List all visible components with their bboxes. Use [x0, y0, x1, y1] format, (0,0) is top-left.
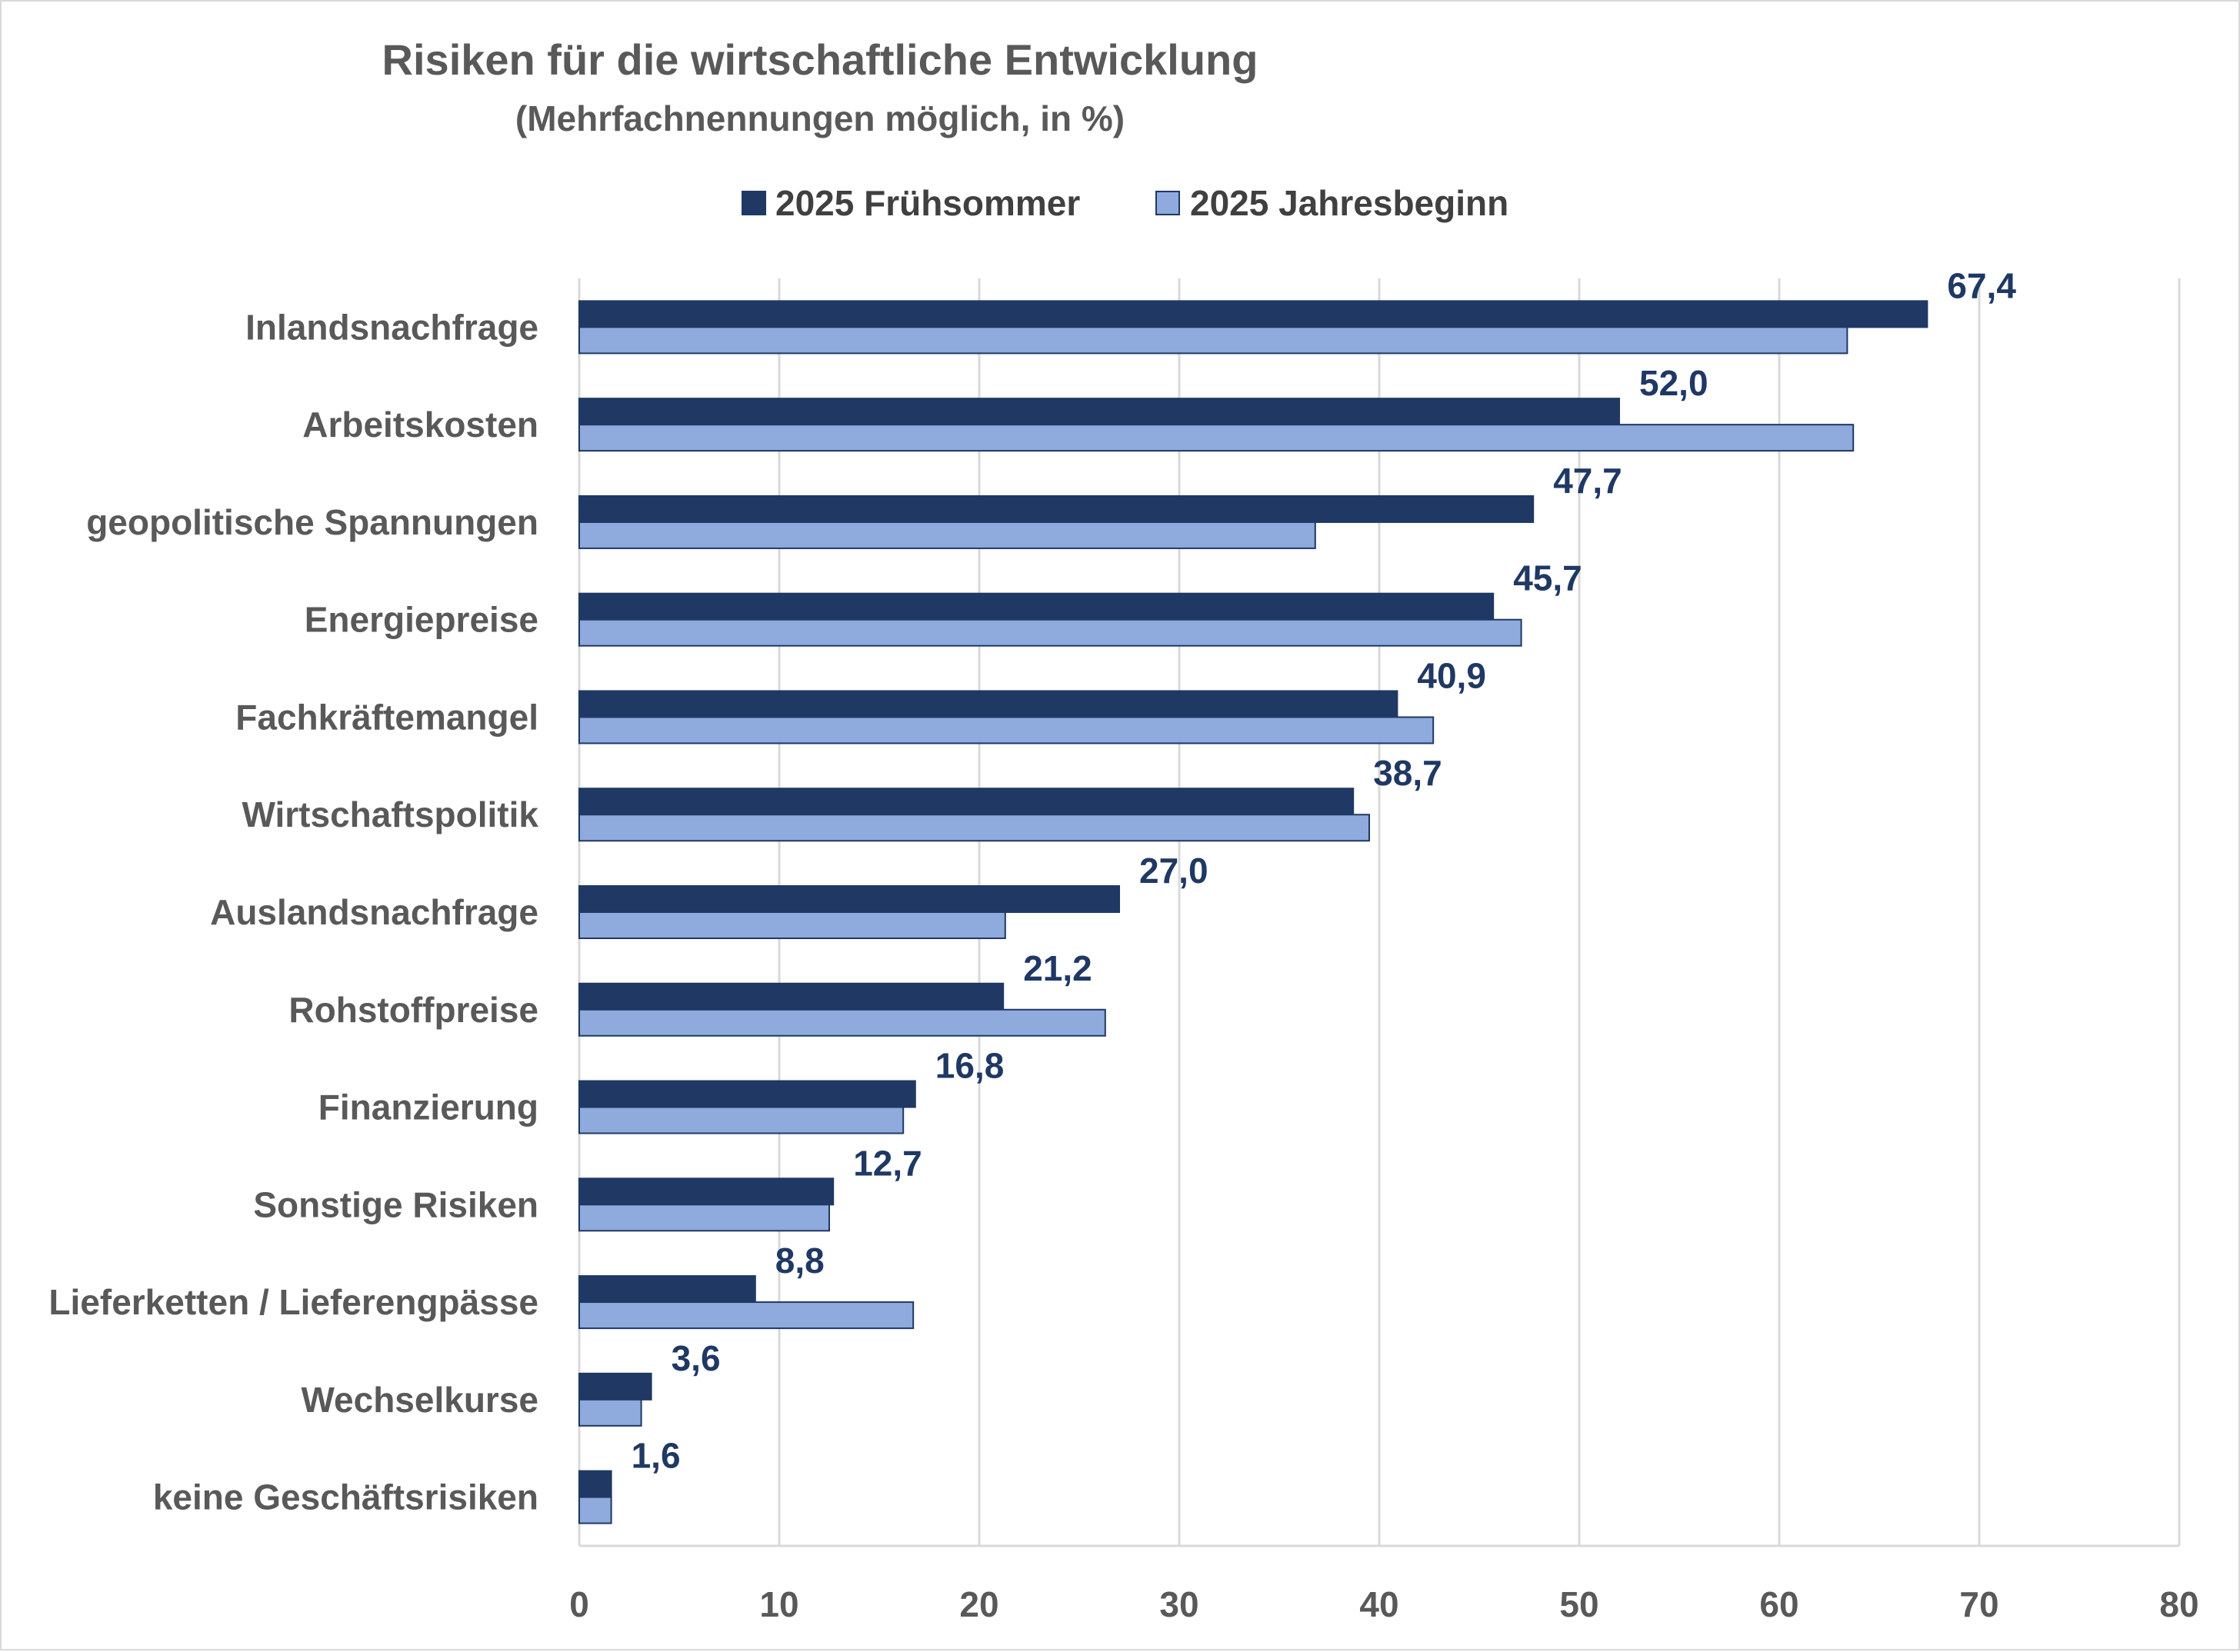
- bar-rohstoffpreise-series-1: [578, 982, 1005, 1011]
- chart-title: Risiken für die wirtschaftliche Entwickl…: [382, 35, 1258, 84]
- data-label-finanzierung: 16,8: [935, 1046, 1005, 1086]
- data-labels: 67,4 52,0 47,7 45,7 40,9 38,7 27,0 21,2 16,8 12,7…: [632, 265, 2017, 1475]
- category-label-energiepreise: Energiepreise: [305, 600, 538, 640]
- data-label-lieferketten-lieferengpässe: 8,8: [775, 1241, 825, 1281]
- legend-label-fruehsommer: 2025 Frühsommer: [775, 183, 1080, 223]
- bar-lieferketten-lieferengpässe-series-1: [578, 1275, 756, 1304]
- category-label-auslandsnachfrage: Auslandsnachfrage: [210, 892, 538, 932]
- x-tick-label-70: 70: [1959, 1584, 1998, 1624]
- x-tick-label-0: 0: [569, 1584, 589, 1624]
- category-label-rohstoffpreise: Rohstoffpreise: [288, 990, 538, 1030]
- data-label-sonstige-risiken: 12,7: [853, 1143, 922, 1183]
- x-tick-label-20: 20: [959, 1584, 998, 1624]
- x-tick-label-80: 80: [2159, 1584, 2198, 1624]
- x-tick-label-60: 60: [1759, 1584, 1798, 1624]
- bar-auslandsnachfrage-series-1: [578, 885, 1120, 913]
- legend-label-jahresbeginn: 2025 Jahresbeginn: [1190, 183, 1508, 223]
- bar-inlandsnachfrage-series-2: [578, 326, 1848, 355]
- bar-keine-geschäftsrisiken-series-1: [578, 1470, 612, 1498]
- category-label-wechselkurse: Wechselkurse: [301, 1380, 538, 1420]
- bar-geopolitische-spannungen-series-1: [578, 495, 1535, 523]
- bar-sonstige-risiken-series-1: [578, 1177, 835, 1206]
- x-tick-label-10: 10: [759, 1584, 798, 1624]
- category-label-geopolitische-spannungen: geopolitische Spannungen: [86, 502, 538, 542]
- legend-swatch-fruehsommer: [742, 191, 766, 215]
- bar-finanzierung-series-2: [578, 1106, 905, 1134]
- bar-fachkräftemangel-series-2: [578, 716, 1435, 744]
- bar-sonstige-risiken-series-2: [578, 1204, 830, 1232]
- legend: 2025 Frühsommer 2025 Jahresbeginn: [742, 183, 1508, 223]
- data-label-energiepreise: 45,7: [1513, 558, 1582, 598]
- bar-inlandsnachfrage-series-1: [578, 300, 1928, 328]
- legend-swatch-jahresbeginn: [1155, 191, 1180, 215]
- x-tick-label-50: 50: [1559, 1584, 1598, 1624]
- bar-rohstoffpreise-series-2: [578, 1008, 1106, 1037]
- data-label-wechselkurse: 3,6: [672, 1338, 721, 1378]
- data-label-keine-geschäftsrisiken: 1,6: [632, 1436, 681, 1476]
- bar-keine-geschäftsrisiken-series-2: [578, 1496, 612, 1524]
- bar-wechselkurse-series-2: [578, 1398, 642, 1427]
- category-label-finanzierung: Finanzierung: [318, 1087, 538, 1127]
- bar-auslandsnachfrage-series-2: [578, 911, 1006, 939]
- data-label-inlandsnachfrage: 67,4: [1947, 265, 2016, 305]
- bar-wirtschaftspolitik-series-2: [578, 814, 1370, 842]
- bar-arbeitskosten-series-2: [578, 424, 1855, 452]
- bar-wirtschaftspolitik-series-1: [578, 788, 1355, 816]
- chart-subtitle: (Mehrfachnennungen möglich, in %): [515, 98, 1125, 138]
- data-label-fachkräftemangel: 40,9: [1417, 655, 1486, 695]
- category-label-wirtschaftspolitik: Wirtschaftspolitik: [242, 794, 538, 834]
- category-label-fachkräftemangel: Fachkräftemangel: [235, 697, 538, 737]
- bar-fachkräftemangel-series-1: [578, 690, 1398, 718]
- bar-arbeitskosten-series-1: [578, 398, 1620, 426]
- category-label-keine-geschäftsrisiken: keine Geschäftsrisiken: [153, 1477, 538, 1517]
- x-tick-label-30: 30: [1159, 1584, 1198, 1624]
- category-label-inlandsnachfrage: Inlandsnachfrage: [245, 307, 538, 347]
- bar-energiepreise-series-1: [578, 592, 1495, 621]
- data-label-auslandsnachfrage: 27,0: [1139, 851, 1208, 891]
- category-label-lieferketten-lieferengpässe: Lieferketten / Lieferengpässe: [48, 1282, 538, 1322]
- category-label-arbeitskosten: Arbeitskosten: [302, 405, 538, 445]
- bar-wechselkurse-series-1: [578, 1372, 652, 1401]
- x-tick-label-40: 40: [1359, 1584, 1398, 1624]
- data-label-geopolitische-spannungen: 47,7: [1553, 461, 1622, 501]
- gridlines: [578, 278, 2181, 1547]
- bars: [578, 300, 1928, 1524]
- category-label-sonstige-risiken: Sonstige Risiken: [253, 1184, 538, 1224]
- x-axis-ticks: 0 10 20 30 40 50 60 70 80: [569, 1584, 2198, 1624]
- bar-geopolitische-spannungen-series-2: [578, 521, 1316, 549]
- data-label-wirtschaftspolitik: 38,7: [1373, 753, 1442, 793]
- category-labels: Inlandsnachfrage Arbeitskosten geopolitisc…: [48, 307, 538, 1517]
- bar-finanzierung-series-1: [578, 1080, 916, 1108]
- bar-lieferketten-lieferengpässe-series-2: [578, 1301, 915, 1330]
- data-label-rohstoffpreise: 21,2: [1023, 948, 1092, 988]
- data-label-arbeitskosten: 52,0: [1639, 363, 1708, 403]
- bar-energiepreise-series-2: [578, 618, 1522, 647]
